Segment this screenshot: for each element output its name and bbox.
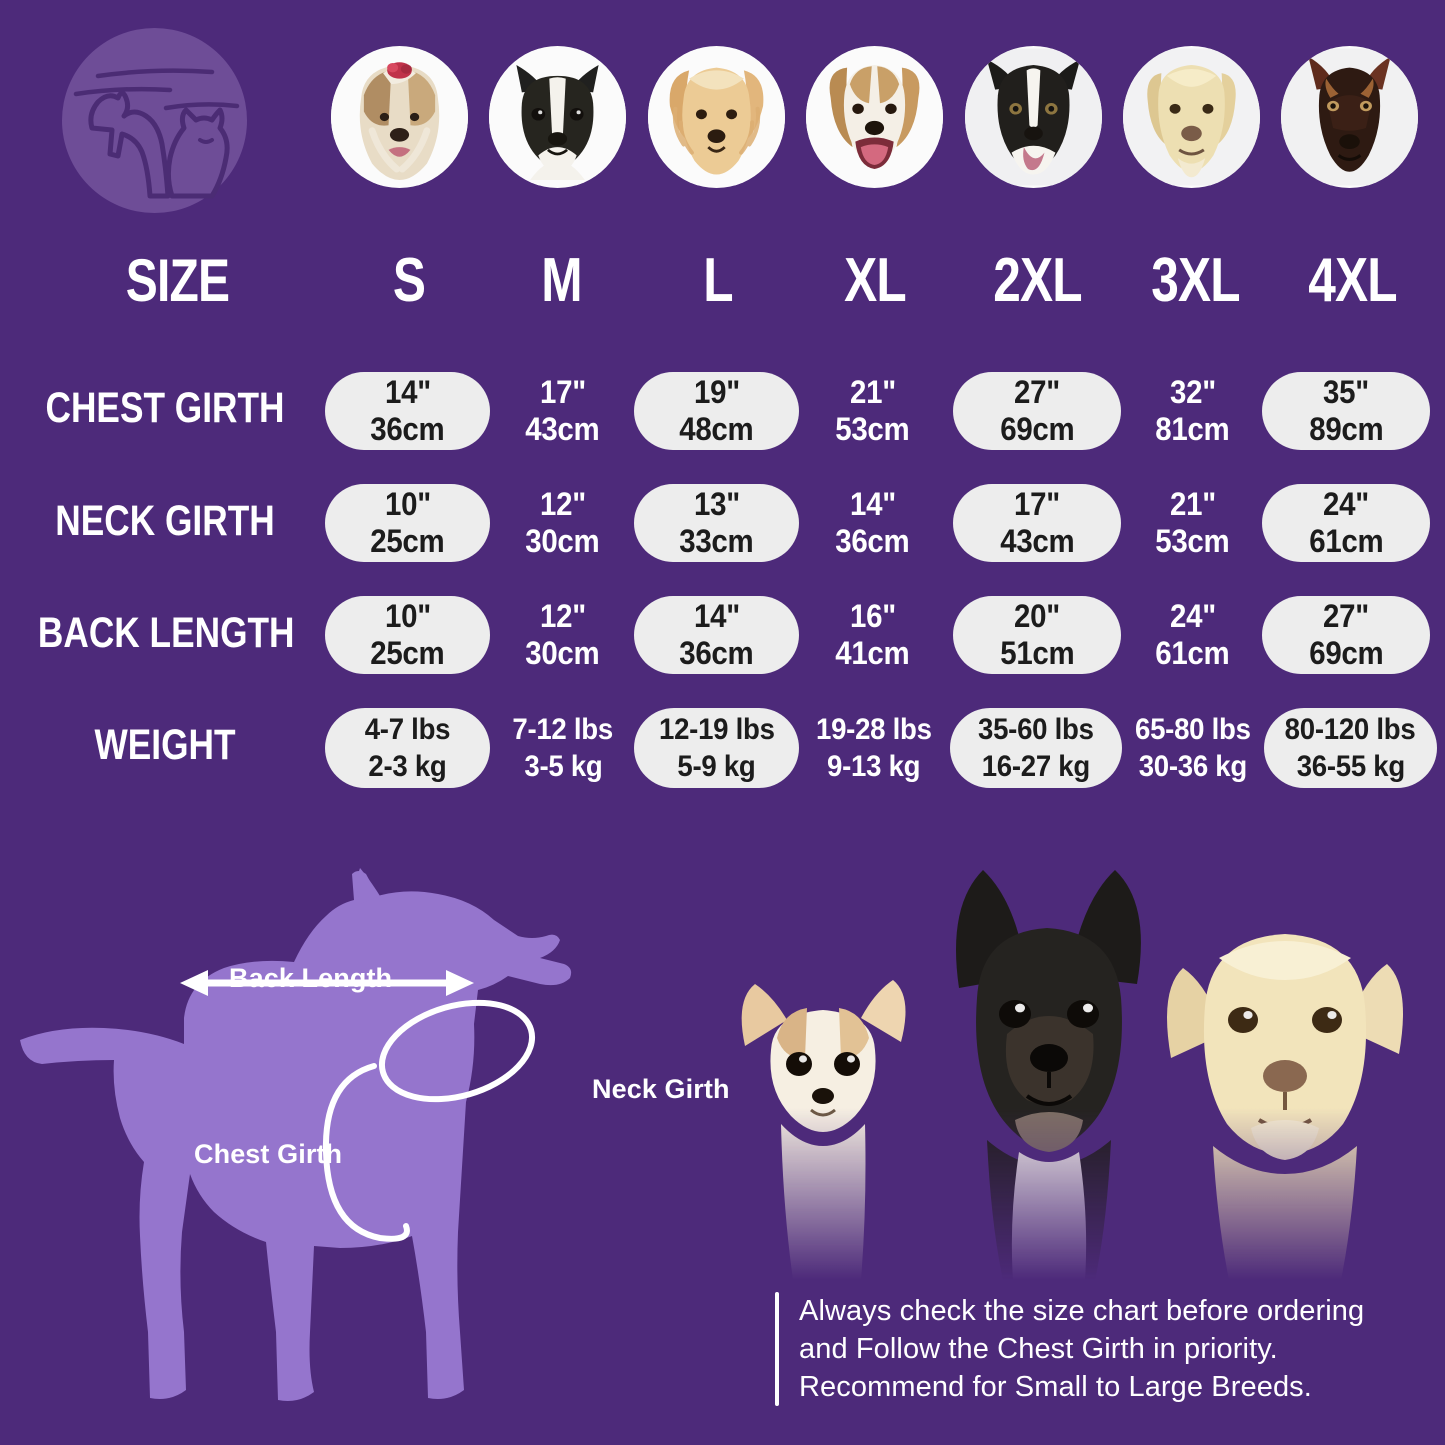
cell-chest-girth-s: 14" 36cm [325,372,490,450]
cell-neck-girth-xl: 14" 36cm [835,486,910,559]
breed-avatar-beagle [806,46,943,188]
cell-back-length-3xl: 24" 61cm [1155,598,1230,671]
back-length-arrow-icon [180,970,474,996]
cocker-spaniel-photo [648,48,785,186]
size-chart-table: SIZE S M L XL 2XL 3XL 4XL CHEST GIRTH NE… [0,232,1445,802]
table-corner-label: SIZE [125,247,230,314]
column-header-xl: XL [844,246,907,315]
cell-back-length-4xl: 27" 69cm [1262,596,1430,674]
cell-weight-l: 12-19 lbs 5-9 kg [634,708,799,788]
row-label-back-length: BACK LENGTH [37,609,295,657]
column-header-l: L [703,246,733,315]
header-band [0,0,1445,230]
footer-line-1: Always check the size chart before order… [799,1295,1365,1327]
cell-chest-girth-l: 19" 48cm [634,372,799,450]
french-bulldog-photo [956,870,1141,1280]
cell-neck-girth-m: 12" 30cm [525,486,600,559]
cell-weight-4xl: 80-120 lbs 36-55 kg [1264,708,1437,788]
cell-neck-girth-4xl: 24" 61cm [1262,484,1430,562]
doberman-photo [1281,48,1418,186]
row-label-neck-girth: NECK GIRTH [55,497,275,545]
cell-back-length-m: 12" 30cm [525,598,600,671]
breed-avatar-cocker-spaniel [648,46,785,188]
brand-logo [62,28,247,213]
three-dogs-photo [741,870,1403,1280]
column-header-2xl: 2XL [993,246,1082,315]
breed-avatar-border-collie [965,46,1102,188]
diagram-label-chest-girth: Chest Girth [194,1139,343,1169]
cell-chest-girth-xl: 21" 53cm [835,374,910,447]
labrador-retriever-photo [1167,934,1403,1280]
diagram-label-back-length: Back Length [229,963,393,993]
row-label-weight: WEIGHT [94,721,236,769]
cell-back-length-l: 14" 36cm [634,596,799,674]
cell-chest-girth-3xl: 32" 81cm [1155,374,1230,447]
breed-avatar-labrador [1123,46,1260,188]
cell-neck-girth-2xl: 17" 43cm [953,484,1121,562]
breed-avatar-doberman [1281,46,1418,188]
dog-silhouette-icon [20,868,572,1401]
border-collie-photo [965,48,1102,186]
cell-weight-2xl: 35-60 lbs 16-27 kg [950,708,1122,788]
column-header-m: M [541,246,582,315]
cell-back-length-xl: 16" 41cm [835,598,910,671]
footer-note: Always check the size chart before order… [775,1292,1435,1406]
beagle-photo [806,48,943,186]
cell-chest-girth-2xl: 27" 69cm [953,372,1121,450]
footer-text: Always check the size chart before order… [799,1292,1364,1406]
column-header-3xl: 3XL [1151,246,1240,315]
breed-avatar-boston-terrier [489,46,626,188]
labrador-retriever-photo [1123,48,1260,186]
column-header-s: S [392,246,426,315]
footer-divider-rule [775,1292,779,1406]
cell-weight-m: 7-12 lbs 3-5 kg [512,713,614,783]
footer-line-2: and Follow the Chest Girth in priority. [799,1333,1278,1365]
cell-neck-girth-3xl: 21" 53cm [1155,486,1230,559]
cell-neck-girth-s: 10" 25cm [325,484,490,562]
cell-weight-xl: 19-28 lbs 9-13 kg [816,713,932,783]
boston-terrier-photo [489,48,626,186]
cell-chest-girth-4xl: 35" 89cm [1262,372,1430,450]
cell-weight-3xl: 65-80 lbs 30-36 kg [1134,713,1251,783]
column-header-4xl: 4XL [1308,246,1397,315]
cell-weight-s: 4-7 lbs 2-3 kg [325,708,490,788]
cell-back-length-2xl: 20" 51cm [953,596,1121,674]
dog-and-cat-logo-icon [73,68,240,199]
row-label-chest-girth: CHEST GIRTH [45,384,285,432]
breed-avatar-shih-tzu [331,46,468,188]
shih-tzu-photo [331,48,468,186]
cell-neck-girth-l: 13" 33cm [634,484,799,562]
footer-line-3: Recommend for Small to Large Breeds. [799,1371,1312,1403]
dog-measurement-diagram [8,812,778,1432]
breed-photo-group [715,828,1445,1280]
cell-chest-girth-m: 17" 43cm [525,374,600,447]
diagram-label-neck-girth: Neck Girth [592,1074,730,1104]
cell-back-length-s: 10" 25cm [325,596,490,674]
chihuahua-photo [741,980,906,1280]
